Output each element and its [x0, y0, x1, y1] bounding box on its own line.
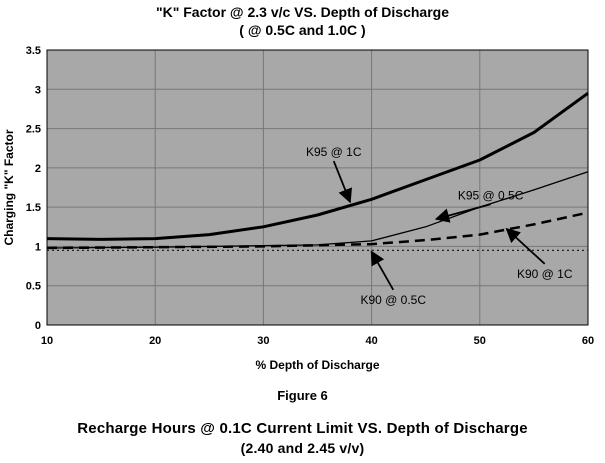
y-tick-label: 3 [35, 84, 41, 96]
x-axis-label: % Depth of Discharge [255, 358, 379, 372]
chart-subtitle: ( @ 0.5C and 1.0C ) [239, 22, 366, 38]
plot-area [47, 50, 588, 325]
next-chart-subtitle: (2.40 and 2.45 v/v) [240, 440, 365, 456]
x-tick-label: 60 [582, 335, 594, 347]
plot-frame [46, 49, 589, 326]
y-tick-label: 0 [35, 320, 41, 332]
annotation-label: K95 @ 1C [306, 145, 362, 159]
x-tick-label: 50 [474, 335, 486, 347]
chart-title: "K" Factor @ 2.3 v/c VS. Depth of Discha… [155, 4, 449, 20]
x-tick-label: 30 [257, 335, 269, 347]
next-chart-title: Recharge Hours @ 0.1C Current Limit VS. … [77, 420, 528, 437]
series-lines [46, 91, 589, 251]
y-axis-label: Charging "K" Factor [2, 129, 16, 245]
annotation-label: K90 @ 0.5C [360, 293, 426, 307]
figure-caption: Figure 6 [277, 388, 328, 403]
series-k95-1c [46, 91, 589, 241]
annotations: K95 @ 1C K95 @ 0.5C K90 @ 1C K90 @ 0.5C [306, 145, 573, 307]
annotation-arrow [434, 203, 491, 223]
annotation-arrow [332, 160, 352, 204]
annotation-arrow [505, 227, 546, 265]
axes: 10 20 30 40 50 60 0 0.5 1 1.5 2 2.5 3 3.5 [26, 45, 594, 347]
x-tick-label: 10 [41, 335, 53, 347]
y-tick-label: 0.5 [26, 281, 41, 293]
y-tick-label: 2.5 [26, 124, 41, 136]
annotation-arrow [370, 250, 395, 291]
x-tick-label: 20 [149, 335, 161, 347]
x-tick-label: 40 [365, 335, 377, 347]
annotation-label: K95 @ 0.5C [458, 188, 524, 202]
annotation-label: K90 @ 1C [517, 267, 573, 281]
y-tick-label: 2 [35, 163, 41, 175]
y-tick-label: 1 [35, 241, 41, 253]
y-tick-label: 3.5 [26, 45, 41, 57]
y-tick-label: 1.5 [26, 202, 41, 214]
